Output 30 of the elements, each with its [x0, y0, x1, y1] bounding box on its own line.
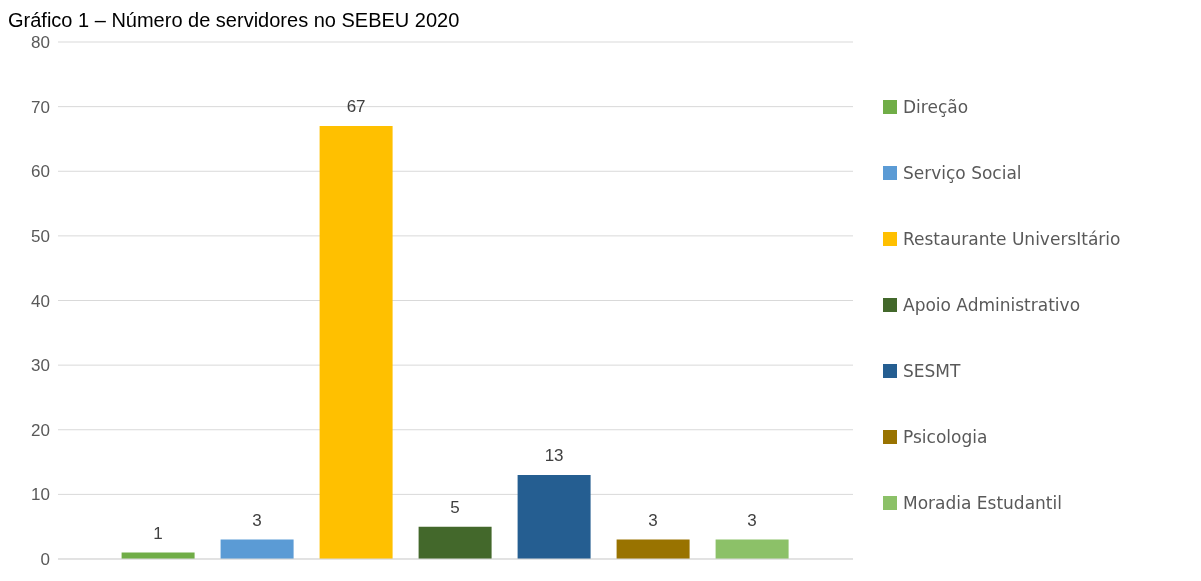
y-tick-label: 80 [31, 33, 50, 53]
data-label: 5 [450, 497, 460, 517]
bar [319, 126, 393, 559]
bar [616, 539, 690, 559]
legend-label: Direção [903, 96, 969, 117]
bar [715, 539, 789, 559]
bar [517, 474, 591, 559]
y-tick-label: 60 [31, 162, 50, 182]
data-label: 3 [252, 510, 262, 530]
legend-label: SESMT [903, 360, 961, 381]
legend-label: Moradia Estudantil [903, 492, 1062, 513]
y-tick-label: 0 [40, 550, 50, 570]
y-tick-label: 30 [31, 356, 50, 376]
y-tick-label: 10 [31, 485, 50, 505]
y-tick-label: 50 [31, 226, 50, 246]
chart-title: Gráfico 1 – Número de servidores no SEBEU 2020 [8, 8, 461, 32]
y-tick-label: 20 [31, 420, 50, 440]
data-label: 3 [747, 510, 757, 530]
legend-label: Restaurante UniversItário [903, 228, 1121, 249]
legend-label: Serviço Social [903, 162, 1022, 183]
data-label: 67 [346, 97, 366, 117]
bar [220, 539, 294, 559]
bar [418, 526, 492, 559]
y-tick-label: 70 [31, 97, 50, 117]
data-label: 1 [153, 523, 163, 543]
y-tick-label: 40 [31, 291, 50, 311]
legend-label: Psicologia [903, 426, 988, 447]
data-label: 13 [544, 445, 564, 465]
data-label: 3 [648, 510, 658, 530]
legend-label: Apoio Administrativo [903, 294, 1081, 315]
